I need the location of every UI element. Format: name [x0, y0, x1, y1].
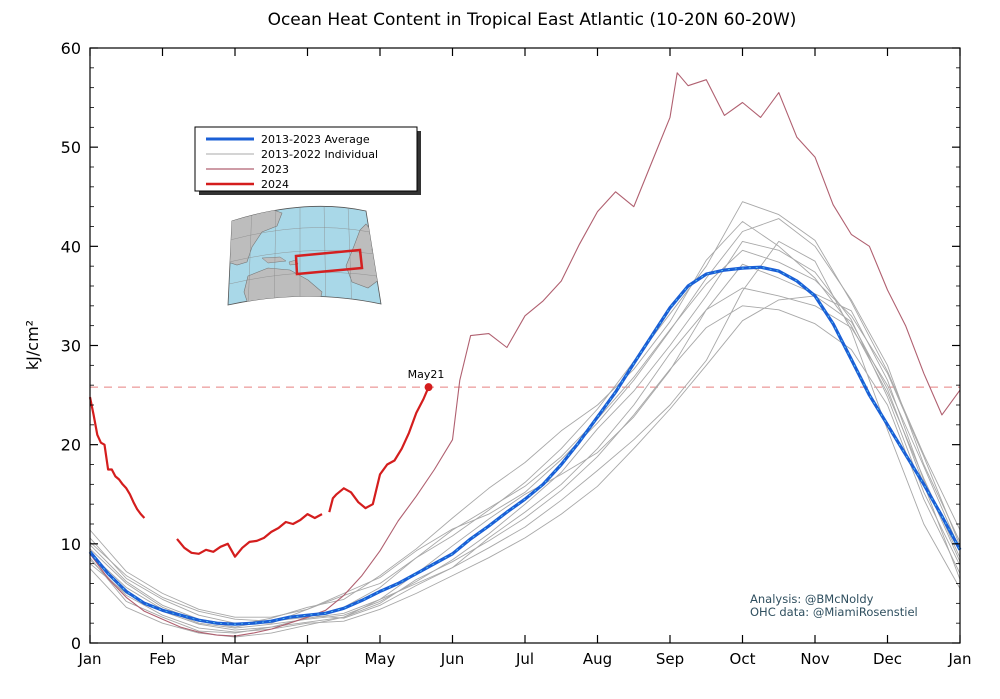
y-axis-label: kJ/cm² [23, 320, 42, 370]
x-tick-label: Jan [77, 650, 101, 668]
y-tick-label: 0 [71, 634, 81, 653]
x-tick-label: Jan [947, 650, 971, 668]
x-tick-label: Nov [800, 650, 829, 668]
x-axis-ticks: Jan Feb Mar Apr May Jun Jul Aug Sep Oct Nov Dec Jan [77, 48, 972, 668]
individual-series-group [89, 201, 961, 638]
series-2024-line-segment-3 [328, 386, 430, 513]
individual-year-line-7 [89, 221, 961, 626]
series-2024-line-segment-1 [88, 396, 146, 519]
x-tick-label: Mar [221, 650, 250, 668]
series-2023-line [89, 72, 961, 637]
x-tick-label: Jun [440, 650, 464, 668]
y-tick-label: 30 [61, 337, 81, 356]
legend-label-individual: 2013-2022 Individual [261, 148, 378, 161]
x-tick-label: Jul [515, 650, 534, 668]
y-tick-label: 10 [61, 535, 81, 554]
x-tick-label: Sep [656, 650, 684, 668]
y-tick-label: 60 [61, 39, 81, 58]
legend-label-average: 2013-2023 Average [261, 133, 370, 146]
y-tick-label: 40 [61, 237, 81, 256]
individual-year-line-1 [89, 305, 961, 634]
x-tick-label: May [364, 650, 395, 668]
series-2024-line-segment-2 [176, 513, 323, 558]
x-tick-label: Dec [873, 650, 902, 668]
x-tick-label: Apr [295, 650, 322, 668]
y-tick-label: 50 [61, 138, 81, 157]
individual-year-line-3 [89, 240, 961, 628]
x-tick-label: Aug [583, 650, 612, 668]
individual-year-line-10 [89, 240, 961, 629]
series-2024-group [88, 386, 430, 558]
map-land-caribbean [261, 256, 299, 266]
y-tick-label: 20 [61, 436, 81, 455]
x-tick-label: Oct [730, 650, 756, 668]
chart-title: Ocean Heat Content in Tropical East Atla… [268, 10, 797, 30]
individual-year-line-8 [89, 295, 961, 633]
annotation-may21: May21 [408, 368, 445, 381]
annotation-may21-marker [424, 383, 433, 392]
individual-year-line-2 [89, 218, 961, 624]
legend: 2013-2023 Average 2013-2022 Individual 2… [194, 126, 421, 195]
series-2023-group [89, 72, 961, 637]
region-map-inset [227, 205, 382, 306]
x-tick-label: Feb [149, 650, 176, 668]
individual-year-line-5 [89, 201, 961, 618]
average-line-highlight [89, 266, 961, 625]
map-study-region-box [294, 248, 364, 276]
legend-label-2023: 2023 [261, 163, 289, 176]
average-series-group [88, 265, 962, 626]
map-land-north-america [228, 207, 283, 266]
legend-label-2024: 2024 [261, 178, 289, 191]
credit-analysis: Analysis: @BMcNoldy [750, 592, 874, 606]
individual-year-line-6 [89, 287, 961, 631]
average-line [88, 265, 962, 626]
credit-data-source: OHC data: @MiamiRosenstiel [750, 605, 918, 619]
individual-year-line-9 [89, 249, 961, 622]
y-axis-ticks: 0 10 20 30 40 50 60 [61, 39, 960, 653]
